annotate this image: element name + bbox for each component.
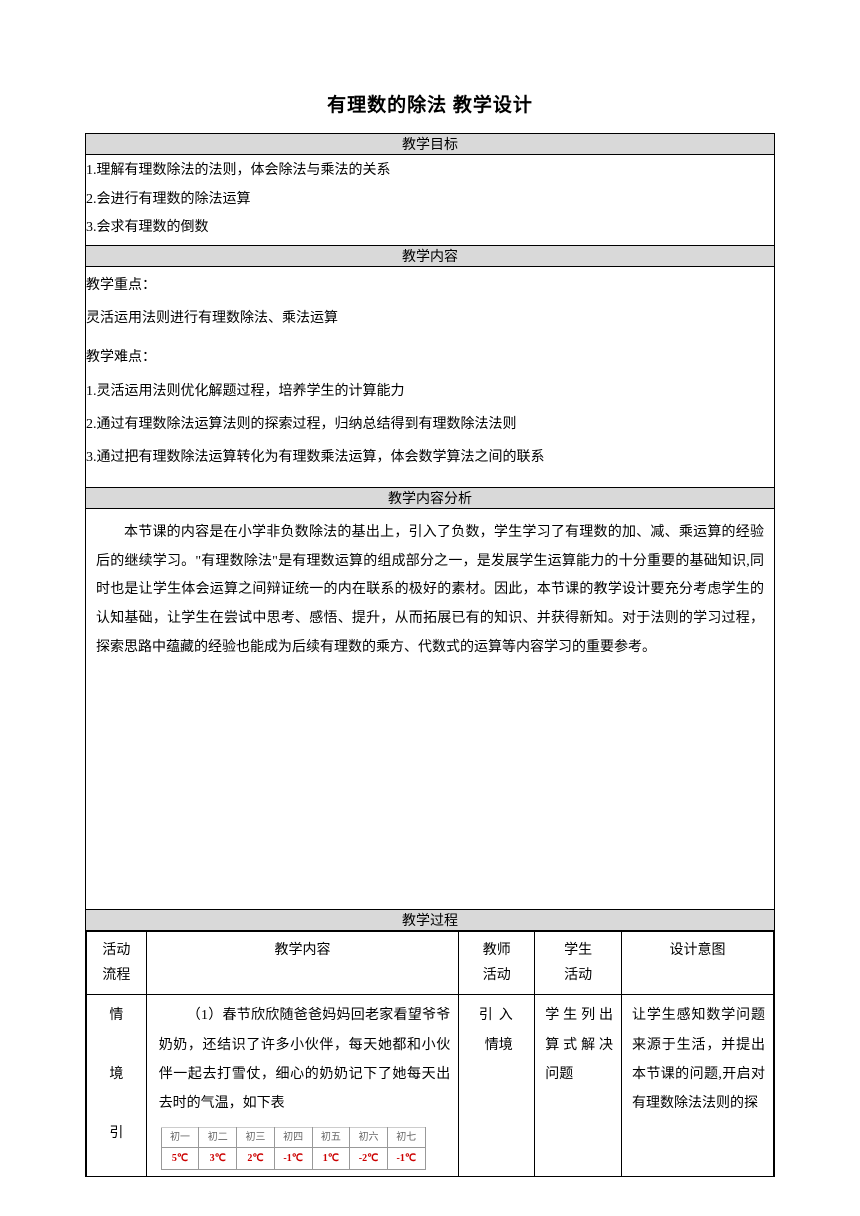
- col-header-student: 学生活动: [535, 931, 622, 994]
- day-4: 初四: [274, 1127, 312, 1147]
- section-header-analysis: 教学内容分析: [86, 487, 775, 508]
- analysis-text: 本节课的内容是在小学非负数除法的基出上，引入了负数，学生学习了有理数的加、减、乘…: [86, 509, 774, 909]
- goal-item-3: 3.会求有理数的倒数: [86, 216, 774, 241]
- day-3: 初三: [237, 1127, 275, 1147]
- day-1: 初一: [161, 1127, 199, 1147]
- temp-2: 3℃: [199, 1147, 237, 1169]
- lesson-plan-table: 教学目标 1.理解有理数除法的法则，体会除法与乘法的关系 2.会进行有理数的除法…: [85, 133, 775, 1177]
- difficulty-3: 3.通过把有理数除法运算转化为有理数乘法运算，体会数学算法之间的联系: [86, 443, 774, 472]
- section-header-content: 教学内容: [86, 245, 775, 266]
- process-container: 活动流程 教学内容 教师活动 学生活动 设计意图 情 境 引 （1）春节欣欣随爸…: [86, 930, 775, 1176]
- col-header-design: 设计意图: [622, 931, 774, 994]
- difficulty-2: 2.通过有理数除法运算法则的探索过程，归纳总结得到有理数除法法则: [86, 410, 774, 439]
- col-header-teacher: 教师活动: [459, 931, 535, 994]
- design-intent-cell: 让学生感知数学问题来源于生活，并提出本节课的问题,开启对有理数除法法则的探: [622, 995, 774, 1176]
- temp-7: -1℃: [387, 1147, 425, 1169]
- activity-char-3: 引: [109, 1126, 123, 1141]
- day-6: 初六: [350, 1127, 388, 1147]
- focus-label: 教学重点：: [86, 271, 774, 300]
- process-table: 活动流程 教学内容 教师活动 学生活动 设计意图 情 境 引 （1）春节欣欣随爸…: [86, 931, 774, 1176]
- activity-char-2: 境: [109, 1067, 123, 1082]
- focus-text: 灵活运用法则进行有理数除法、乘法运算: [86, 304, 774, 333]
- temp-1: 5℃: [161, 1147, 199, 1169]
- day-7: 初七: [387, 1127, 425, 1147]
- content-cell: 教学重点： 灵活运用法则进行有理数除法、乘法运算 教学难点： 1.灵活运用法则优…: [86, 266, 775, 487]
- activity-char-1: 情: [109, 1008, 123, 1023]
- col-header-content: 教学内容: [146, 931, 459, 994]
- teacher-text-2: 情境: [485, 1038, 513, 1053]
- section-header-process: 教学过程: [86, 909, 775, 930]
- temp-6: -2℃: [350, 1147, 388, 1169]
- difficulty-1: 1.灵活运用法则优化解题过程，培养学生的计算能力: [86, 377, 774, 406]
- temperature-table: 初一 初二 初三 初四 初五 初六 初七 5℃ 3℃: [161, 1127, 426, 1170]
- col-header-activity: 活动流程: [87, 931, 147, 994]
- student-activity-cell: 学生列出算式解决问题: [535, 995, 622, 1176]
- temp-4: -1℃: [274, 1147, 312, 1169]
- day-5: 初五: [312, 1127, 350, 1147]
- content-detail-cell: （1）春节欣欣随爸爸妈妈回老家看望爷爷奶奶，还结识了许多小伙伴，每天她都和小伙伴…: [146, 995, 459, 1176]
- goal-item-2: 2.会进行有理数的除法运算: [86, 188, 774, 213]
- temp-5: 1℃: [312, 1147, 350, 1169]
- scenario-text: （1）春节欣欣随爸爸妈妈回老家看望爷爷奶奶，还结识了许多小伙伴，每天她都和小伙伴…: [159, 1001, 451, 1119]
- analysis-content: 本节课的内容是在小学非负数除法的基出上，引入了负数，学生学习了有理数的加、减、乘…: [86, 508, 775, 909]
- activity-flow-cell: 情 境 引: [87, 995, 147, 1176]
- goals-content: 1.理解有理数除法的法则，体会除法与乘法的关系 2.会进行有理数的除法运算 3.…: [86, 155, 775, 246]
- page-title: 有理数的除法 教学设计: [85, 90, 775, 117]
- temp-3: 2℃: [237, 1147, 275, 1169]
- teacher-activity-cell: 引入 情境: [459, 995, 535, 1176]
- difficulty-label: 教学难点：: [86, 343, 774, 372]
- goal-item-1: 1.理解有理数除法的法则，体会除法与乘法的关系: [86, 159, 774, 184]
- teacher-text: 引入: [479, 1008, 519, 1023]
- day-2: 初二: [199, 1127, 237, 1147]
- section-header-goals: 教学目标: [86, 134, 775, 155]
